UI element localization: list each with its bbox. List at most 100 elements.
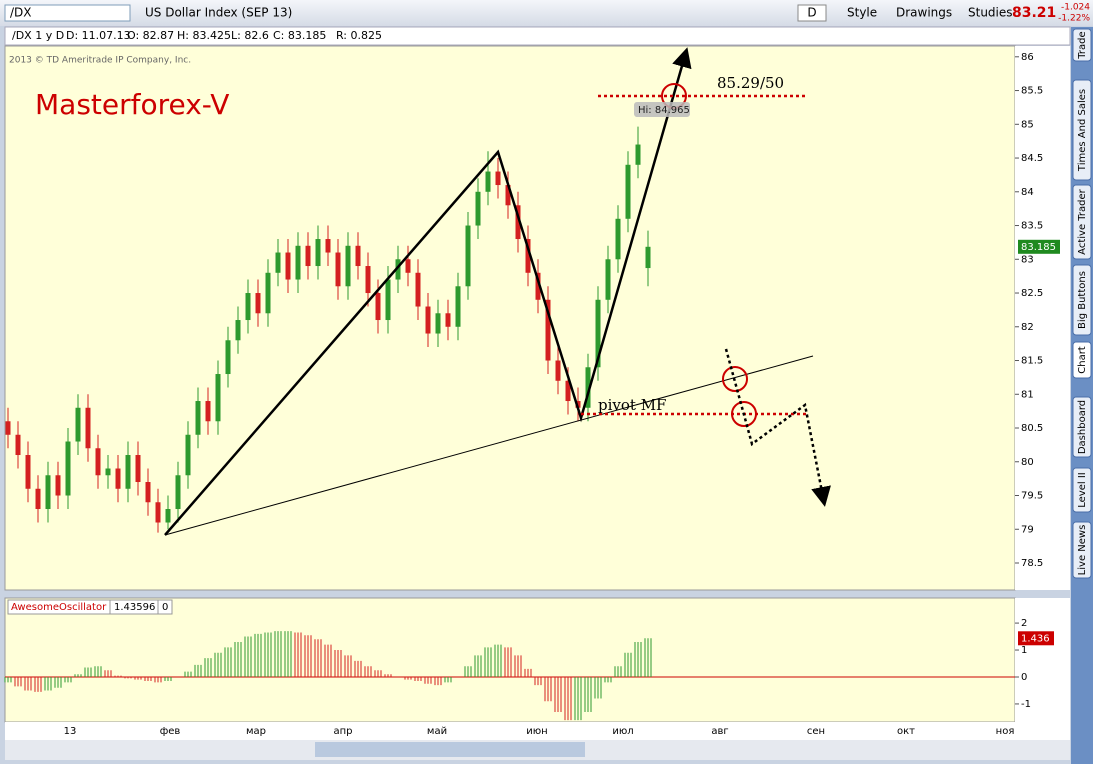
candle-body <box>355 245 361 267</box>
oscillator-axis <box>1015 598 1070 722</box>
side-tab[interactable] <box>1072 467 1092 513</box>
side-tab-label: Live News <box>1077 525 1088 576</box>
candle-body <box>315 239 321 267</box>
header-close: C: 83.185 <box>273 29 326 42</box>
y-tick-label: 85.5 <box>1021 86 1043 97</box>
candle-body <box>435 313 441 334</box>
watermark-title: Masterforex-V <box>35 88 229 121</box>
x-tick-label: ноя <box>996 726 1015 737</box>
candle-body <box>465 225 471 287</box>
y-tick-label: 80.5 <box>1021 423 1043 434</box>
candle-body <box>155 502 161 523</box>
header-label: /DX 1 y D <box>12 29 64 42</box>
candle-body <box>265 272 271 314</box>
candle-body <box>595 299 601 368</box>
x-tick-label: авг <box>711 726 728 737</box>
candle-body <box>565 380 571 402</box>
osc-param-box <box>157 599 173 615</box>
side-tab-label: Chart <box>1077 346 1088 374</box>
candle-body <box>5 421 11 435</box>
candle-body <box>35 488 41 510</box>
y-tick-label: 81 <box>1021 389 1034 400</box>
candle-body <box>545 299 551 361</box>
candle-body <box>125 455 131 489</box>
candle-body <box>425 306 431 334</box>
candle-body <box>345 245 351 287</box>
candle-body <box>525 239 531 273</box>
side-tab[interactable] <box>1072 79 1092 181</box>
candle-body <box>175 475 181 510</box>
candle-body <box>25 455 31 489</box>
side-tab-label: Big Buttons <box>1077 271 1088 329</box>
drawings-button[interactable]: Drawings <box>896 6 952 20</box>
candle-body <box>55 475 61 496</box>
y-tick-label: 86 <box>1021 52 1034 63</box>
side-tab[interactable] <box>1072 184 1092 260</box>
candle-body <box>305 245 311 267</box>
side-tab[interactable] <box>1072 28 1092 62</box>
candle-body <box>635 144 641 165</box>
header-low: L: 82.6 <box>231 29 269 42</box>
y-tick-label: 79.5 <box>1021 491 1043 502</box>
candle-body <box>395 259 401 280</box>
candle-body <box>515 205 521 240</box>
y-tick-label: 85 <box>1021 119 1034 130</box>
candle-body <box>185 434 191 476</box>
osc-param: 0 <box>162 602 168 613</box>
price-axis <box>1015 46 1070 590</box>
side-tab[interactable] <box>1072 396 1092 458</box>
candle-body <box>605 259 611 300</box>
candle-body <box>375 293 381 321</box>
x-tick-label: июл <box>612 726 633 737</box>
side-tab-label: Level II <box>1077 472 1088 507</box>
candle-body <box>415 272 421 307</box>
candle-body <box>585 367 591 408</box>
x-tick-label: июн <box>526 726 547 737</box>
candle-body <box>475 191 481 226</box>
candle-body <box>135 455 141 483</box>
osc-tick-label: -1 <box>1021 699 1031 710</box>
trend-line <box>164 355 814 536</box>
circle-marker <box>722 366 748 392</box>
toolbar <box>0 0 1093 26</box>
circle-marker <box>731 401 757 427</box>
hi-badge <box>634 102 690 117</box>
x-tick-label: май <box>427 726 447 737</box>
candle-body <box>295 245 301 280</box>
aggregation-button[interactable] <box>797 4 827 22</box>
candle-body <box>75 407 81 442</box>
candle-body <box>45 475 51 510</box>
candle-body <box>225 340 231 375</box>
side-tab[interactable] <box>1072 521 1092 579</box>
candle-body <box>325 239 331 253</box>
candle-body <box>455 286 461 327</box>
candle-body <box>255 293 261 314</box>
side-tab-label: Dashboard <box>1077 400 1088 454</box>
hi-label: Hi: 84.965 <box>638 105 690 116</box>
side-tab[interactable] <box>1072 341 1092 379</box>
aggregation: D <box>807 6 816 20</box>
pivot-label: pivot MF <box>598 396 666 414</box>
studies-button[interactable]: Studies <box>968 6 1013 20</box>
scroll-thumb[interactable] <box>315 742 585 757</box>
header-open: O: 82.87 <box>127 29 174 42</box>
symbol: /DX <box>10 6 32 20</box>
candle-body <box>505 185 511 206</box>
description: US Dollar Index (SEP 13) <box>145 6 292 20</box>
y-tick-label: 81.5 <box>1021 356 1043 367</box>
style-button[interactable]: Style <box>847 6 877 20</box>
side-tab[interactable] <box>1072 264 1092 336</box>
osc-tick-label: 2 <box>1021 618 1027 629</box>
candle-body <box>245 293 251 321</box>
copyright: 2013 © TD Ameritrade IP Company, Inc. <box>9 56 191 66</box>
candle-body <box>615 218 621 260</box>
chart-header <box>4 26 1071 46</box>
forecast-arrow <box>724 348 831 507</box>
candle-body <box>335 252 341 287</box>
candle-body <box>105 468 111 476</box>
candle-body <box>445 313 451 327</box>
osc-tick-label: 0 <box>1021 672 1027 683</box>
symbol-box[interactable] <box>4 4 131 22</box>
candle-body <box>285 252 291 280</box>
